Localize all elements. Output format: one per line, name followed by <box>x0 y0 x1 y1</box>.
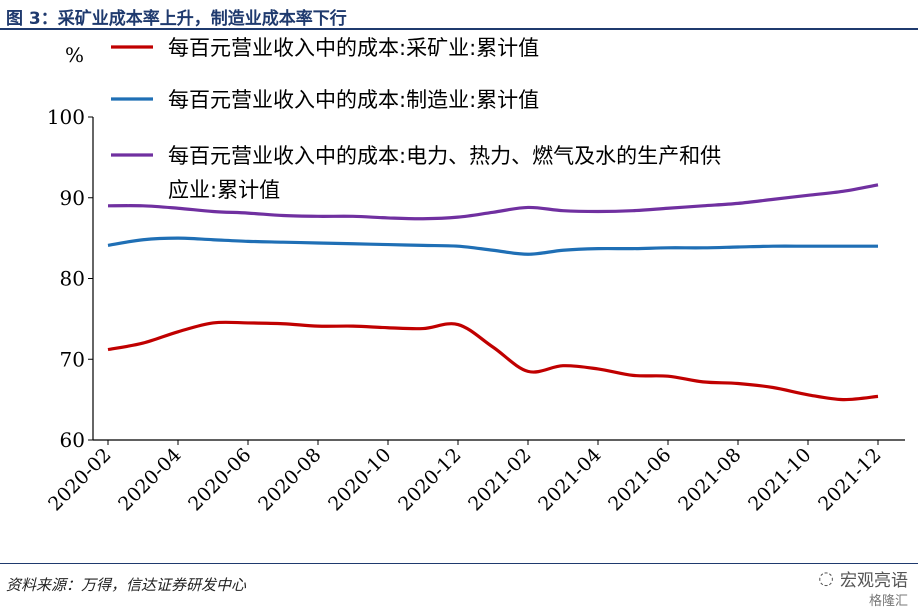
legend-label-1: 每百元营业收入中的成本:采矿业:累计值 <box>168 36 539 60</box>
figure-title: 图 3：采矿业成本率上升，制造业成本率下行 <box>6 9 347 29</box>
watermark-text: 宏观亮语 <box>840 571 908 591</box>
y-tick-label: 90 <box>60 186 85 210</box>
wechat-icon: ◌ <box>818 568 834 589</box>
title-rule <box>0 28 918 30</box>
y-tick-label: 80 <box>60 267 85 291</box>
series-line-2 <box>107 236 878 256</box>
series-line-1 <box>107 320 879 402</box>
x-tick-label: 2021-08 <box>674 444 745 515</box>
y-tick-label: 60 <box>60 428 85 452</box>
legend-label-3: 应业:累计值 <box>168 178 280 202</box>
x-tick-label: 2021-10 <box>744 444 815 515</box>
line-chart: 60 70 80 90 100% 2020-022020-042020-062020-08… <box>44 36 905 515</box>
x-tick-label: 2020-02 <box>44 444 115 515</box>
source-note: 资料来源：万得，信达证券研发中心 <box>6 576 247 594</box>
x-tick-label: 2020-12 <box>394 444 465 515</box>
watermark-sub: 格隆汇 <box>868 594 908 609</box>
x-tick-label: 2020-06 <box>184 444 255 515</box>
x-tick-label: 2021-12 <box>814 444 885 515</box>
x-tick-label: 2020-04 <box>114 444 185 515</box>
y-unit-label: % <box>65 43 84 67</box>
x-tick-label: 2021-02 <box>464 444 535 515</box>
x-tick-label: 2020-10 <box>324 444 395 515</box>
y-tick-label: 70 <box>60 347 85 371</box>
series-line-3 <box>107 183 879 221</box>
x-tick-label: 2021-06 <box>604 444 675 515</box>
legend-label-3: 每百元营业收入中的成本:电力、热力、燃气及水的生产和供 <box>168 144 721 168</box>
x-tick-label: 2020-08 <box>254 444 325 515</box>
x-tick-label: 2021-04 <box>534 444 605 515</box>
y-tick-label: 100 <box>47 105 85 129</box>
watermark: ◌ 宏观亮语 格隆汇 <box>818 566 908 609</box>
legend-label-2: 每百元营业收入中的成本:制造业:累计值 <box>168 88 539 112</box>
bottom-rule <box>0 563 918 564</box>
